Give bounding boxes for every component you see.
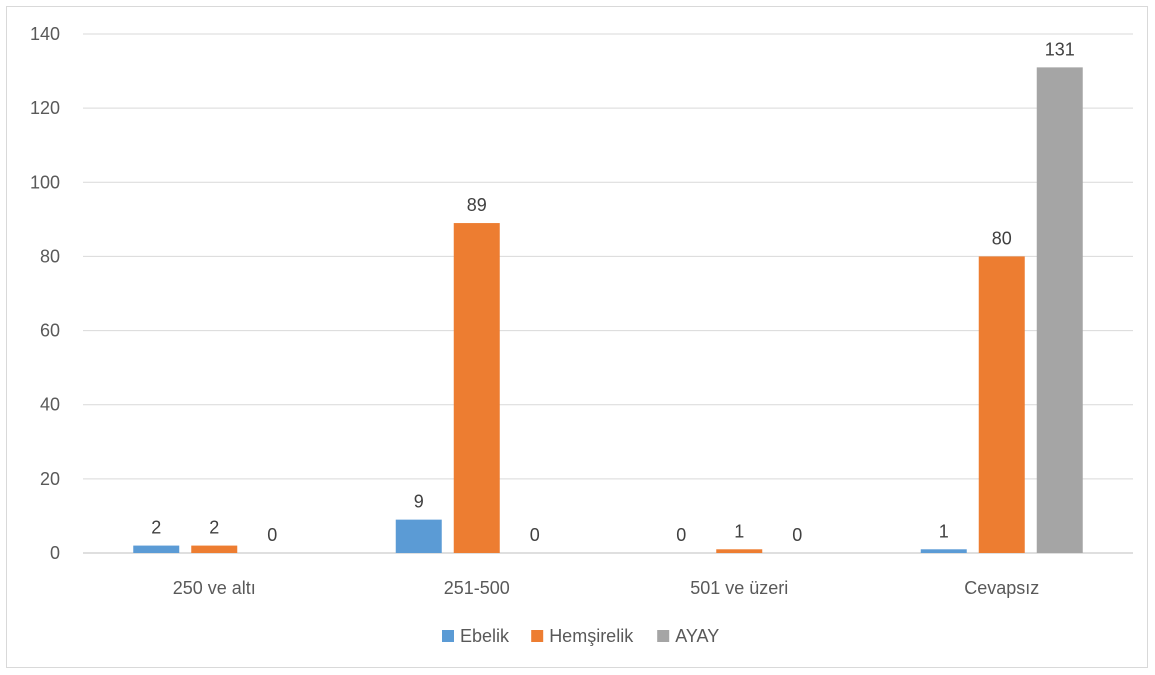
data-label: 2 bbox=[151, 518, 161, 538]
legend: Ebelik Hemşirelik AYAY bbox=[442, 626, 719, 646]
bar bbox=[1036, 67, 1083, 553]
data-label: 0 bbox=[676, 525, 686, 545]
bar bbox=[453, 223, 500, 554]
bar bbox=[716, 549, 763, 553]
bar bbox=[920, 549, 967, 553]
x-tick-label: 501 ve üzeri bbox=[690, 578, 788, 598]
data-label: 0 bbox=[792, 525, 802, 545]
data-label: 131 bbox=[1045, 39, 1075, 59]
y-tick-label: 60 bbox=[40, 321, 60, 341]
legend-label: Hemşirelik bbox=[549, 626, 634, 646]
legend-swatch-1 bbox=[442, 630, 454, 642]
bar bbox=[191, 545, 238, 553]
data-label: 0 bbox=[267, 525, 277, 545]
data-labels: 2 2 0 9 89 0 0 1 0 1 80 131 bbox=[151, 39, 1075, 545]
legend-label: Ebelik bbox=[460, 626, 510, 646]
y-tick-label: 140 bbox=[30, 24, 60, 44]
bar bbox=[133, 545, 180, 553]
y-tick-label: 80 bbox=[40, 246, 60, 266]
y-tick-label: 100 bbox=[30, 172, 60, 192]
y-tick-label: 40 bbox=[40, 395, 60, 415]
chart-frame bbox=[6, 6, 1148, 668]
bar bbox=[978, 256, 1025, 553]
x-tick-label: 251-500 bbox=[444, 578, 510, 598]
bars bbox=[133, 67, 1083, 554]
data-label: 1 bbox=[734, 521, 744, 541]
x-axis-ticks: 250 ve altı 251-500 501 ve üzeri Cevapsız bbox=[173, 578, 1040, 598]
x-tick-label: Cevapsız bbox=[964, 578, 1039, 598]
legend-label: AYAY bbox=[675, 626, 719, 646]
data-label: 2 bbox=[209, 518, 219, 538]
y-tick-label: 120 bbox=[30, 98, 60, 118]
bar bbox=[395, 519, 442, 553]
y-axis-ticks: 0 20 40 60 80 100 120 140 bbox=[30, 24, 60, 563]
legend-swatch-2 bbox=[531, 630, 544, 642]
data-label: 0 bbox=[530, 525, 540, 545]
data-label: 80 bbox=[992, 228, 1012, 248]
data-label: 9 bbox=[414, 492, 424, 512]
legend-swatch-3 bbox=[657, 630, 670, 642]
y-tick-label: 20 bbox=[40, 469, 60, 489]
gridlines bbox=[83, 33, 1133, 554]
data-label: 1 bbox=[939, 521, 949, 541]
data-label: 89 bbox=[467, 195, 487, 215]
y-tick-label: 0 bbox=[50, 543, 60, 563]
x-tick-label: 250 ve altı bbox=[173, 578, 256, 598]
